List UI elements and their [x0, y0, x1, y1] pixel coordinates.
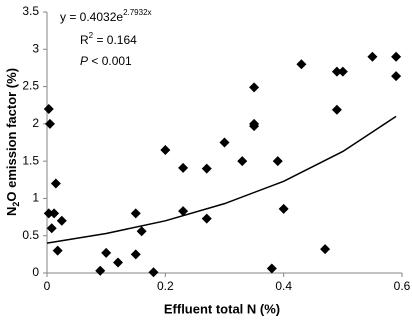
y-tick-label: 0.5 — [22, 228, 39, 242]
data-point — [113, 257, 123, 268]
p-rest: < 0.001 — [88, 54, 132, 68]
y-axis-label: N2O emission factor (%) — [4, 68, 21, 216]
data-point — [95, 265, 106, 276]
y-label-main: N — [4, 207, 19, 216]
r-rest: = 0.164 — [93, 33, 137, 47]
data-point — [201, 163, 212, 174]
x-tick-label: 0.2 — [157, 279, 174, 293]
data-point — [50, 178, 61, 189]
r-sup: 2 — [89, 31, 94, 40]
data-point — [130, 208, 141, 219]
data-point — [201, 213, 212, 224]
data-point — [46, 223, 57, 234]
r-main: R — [80, 33, 89, 47]
data-point — [278, 203, 289, 214]
data-point — [56, 215, 67, 226]
data-point — [49, 208, 60, 219]
y-tick-label: 3 — [32, 41, 39, 55]
data-point — [52, 245, 63, 256]
data-point — [160, 144, 171, 155]
equation-sup: 2.7932x — [123, 8, 151, 17]
data-point — [178, 162, 189, 173]
y-tick-label: 3.5 — [22, 4, 39, 18]
x-tick-label: 0 — [44, 279, 51, 293]
equation: y = 0.4032e2.7932x — [60, 8, 152, 24]
p-value: P < 0.001 — [80, 54, 132, 68]
y-tick-label: 2.5 — [22, 79, 39, 93]
data-point — [337, 66, 348, 77]
data-point — [272, 156, 283, 167]
y-tick-label: 1.5 — [22, 153, 39, 167]
y-tick-label: 2 — [32, 116, 39, 130]
y-label-sub: 2 — [11, 202, 21, 207]
data-point — [130, 249, 141, 260]
p-main: P — [80, 54, 88, 68]
y-tick-label: 1 — [32, 191, 39, 205]
data-point — [367, 51, 378, 62]
x-tick-label: 0.6 — [394, 279, 411, 293]
data-point — [249, 82, 260, 93]
data-point — [320, 244, 331, 255]
data-point — [43, 208, 54, 219]
trendline — [46, 115, 397, 244]
data-point — [266, 263, 277, 274]
data-point — [136, 226, 147, 237]
data-point — [331, 66, 342, 77]
x-axis-label: Effluent total N (%) — [164, 301, 280, 316]
data-point — [237, 156, 248, 167]
equation-main: y = 0.4032e — [60, 10, 123, 24]
data-point — [391, 71, 402, 82]
data-point — [391, 51, 402, 62]
data-point — [178, 206, 189, 217]
data-point — [43, 103, 54, 114]
data-point — [44, 118, 55, 129]
data-point — [296, 59, 307, 70]
data-point — [101, 247, 112, 258]
y-label-rest: O emission factor (%) — [4, 68, 19, 202]
data-point — [219, 137, 230, 148]
data-point — [331, 104, 342, 115]
data-point — [148, 267, 159, 278]
data-point — [249, 121, 260, 132]
x-tick-label: 0.4 — [275, 279, 292, 293]
y-tick-label: 0 — [32, 265, 39, 279]
r-squared: R2 = 0.164 — [80, 31, 137, 47]
